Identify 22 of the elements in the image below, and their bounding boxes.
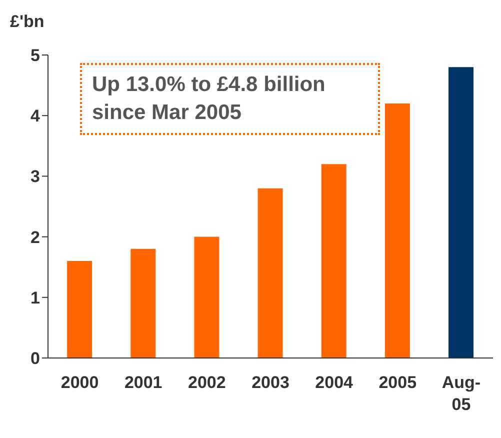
x-tick-label: 2003 <box>252 373 290 392</box>
bar <box>384 103 410 358</box>
y-tick-label: 2 <box>30 228 40 247</box>
bar <box>130 248 156 358</box>
y-tick-label: 0 <box>30 349 40 368</box>
bar <box>321 164 346 358</box>
note-box: Up 13.0% to £4.8 billion since Mar 2005 <box>80 63 380 135</box>
y-tick-label: 1 <box>30 288 40 308</box>
x-tick-label: 2000 <box>60 373 99 392</box>
bar <box>258 188 283 358</box>
x-tick-label: 2002 <box>188 373 226 392</box>
y-tick-label: 4 <box>30 106 41 126</box>
x-tick-label: 2004 <box>315 373 354 392</box>
y-axis-title: £'bn <box>10 12 44 32</box>
x-tick-label: Aug-05 <box>442 373 481 414</box>
bar <box>194 236 220 358</box>
bar <box>448 67 474 358</box>
y-tick-label: 3 <box>30 167 40 186</box>
x-tick-label: 2001 <box>124 373 162 392</box>
y-tick-label: 5 <box>30 46 40 66</box>
x-tick-label: 2005 <box>378 373 417 392</box>
bar <box>67 261 92 358</box>
